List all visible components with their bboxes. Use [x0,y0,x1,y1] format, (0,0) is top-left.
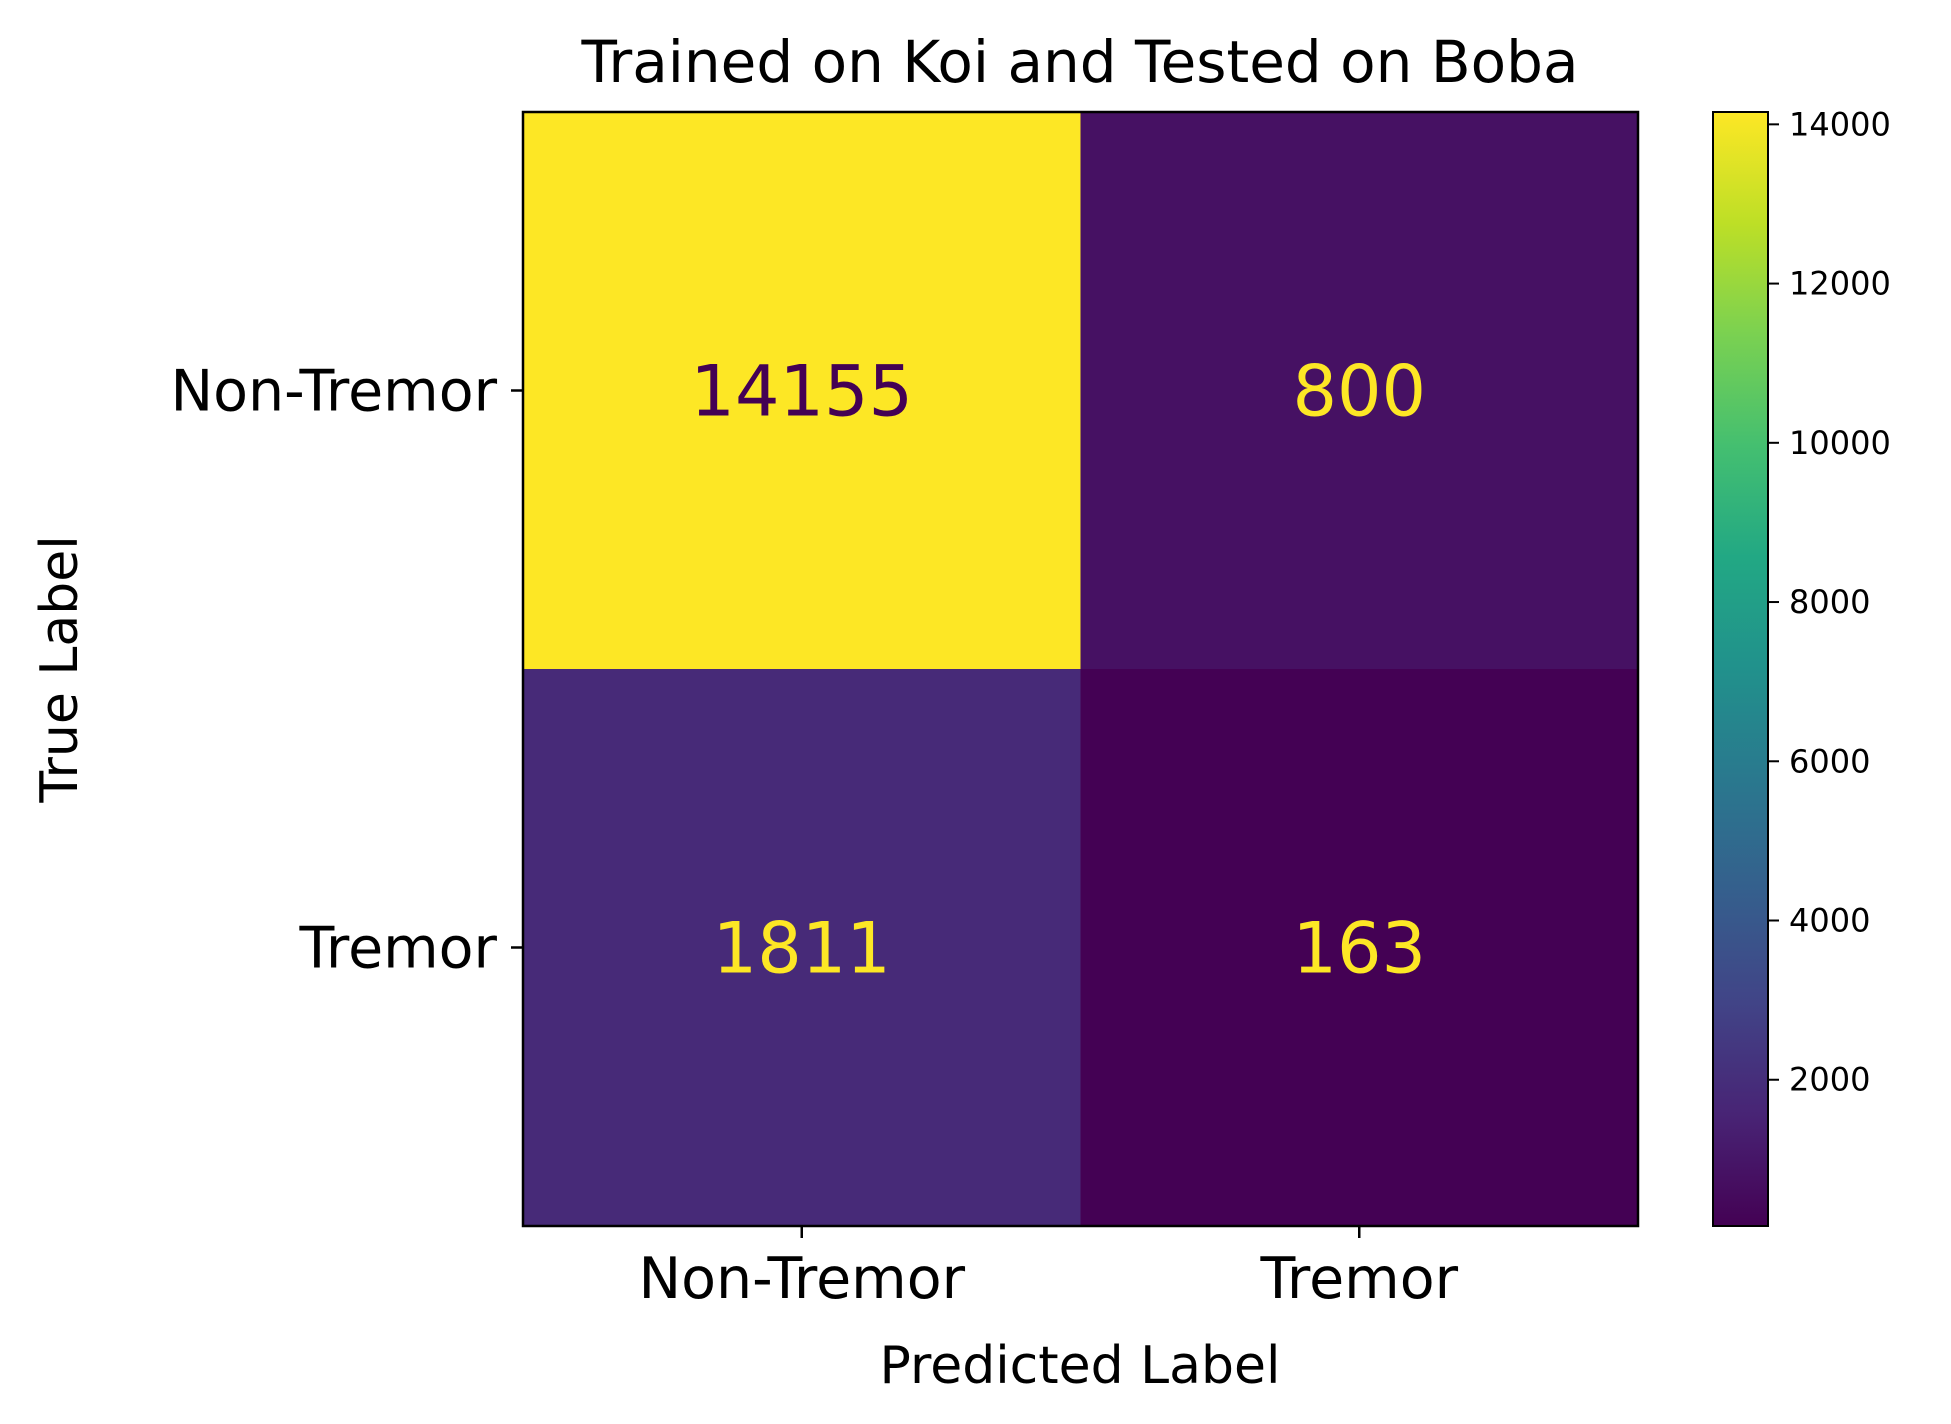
colorbar [1712,111,1769,1227]
cell-value-label: 1811 [713,908,891,990]
x-tick-label: Non-Tremor [639,1246,966,1312]
colorbar-tick-label: 10000 [1789,424,1891,462]
x-axis-ticks: Non-Tremor Tremor [639,1226,1459,1312]
y-axis-label: True Label [30,535,90,803]
colorbar-tick-label: 4000 [1789,902,1870,940]
plot-frame [521,110,1640,1228]
y-tick-label: Tremor [298,916,497,982]
colorbar-tick-label: 6000 [1789,742,1870,780]
heatmap-cell [523,669,1081,1227]
heatmap-cell [1080,669,1639,1227]
heatmap-cells [523,112,1639,1227]
colorbar-tick-label: 12000 [1789,265,1891,303]
x-axis-label: Predicted Label [880,1336,1281,1396]
y-tick-label: Non-Tremor [171,359,498,425]
colorbar-tick-label: 8000 [1789,583,1870,621]
y-axis-ticks: Non-Tremor Tremor [171,359,523,982]
colorbar-tick-label: 2000 [1789,1061,1870,1099]
cell-value-label: 163 [1292,908,1426,990]
heatmap-cell [523,112,1081,670]
cell-value-label: 14155 [690,351,913,433]
heatmap-cell-labels: 14155 800 1811 163 [690,351,1426,990]
cell-value-label: 800 [1292,351,1426,433]
chart-title: Trained on Koi and Tested on Boba [581,28,1579,96]
heatmap-cell [1080,112,1639,670]
colorbar-tick-label: 14000 [1789,105,1891,143]
colorbar-ticks: 2000 4000 6000 8000 10000 12000 14000 [1768,105,1891,1099]
x-tick-label: Tremor [1259,1246,1458,1312]
